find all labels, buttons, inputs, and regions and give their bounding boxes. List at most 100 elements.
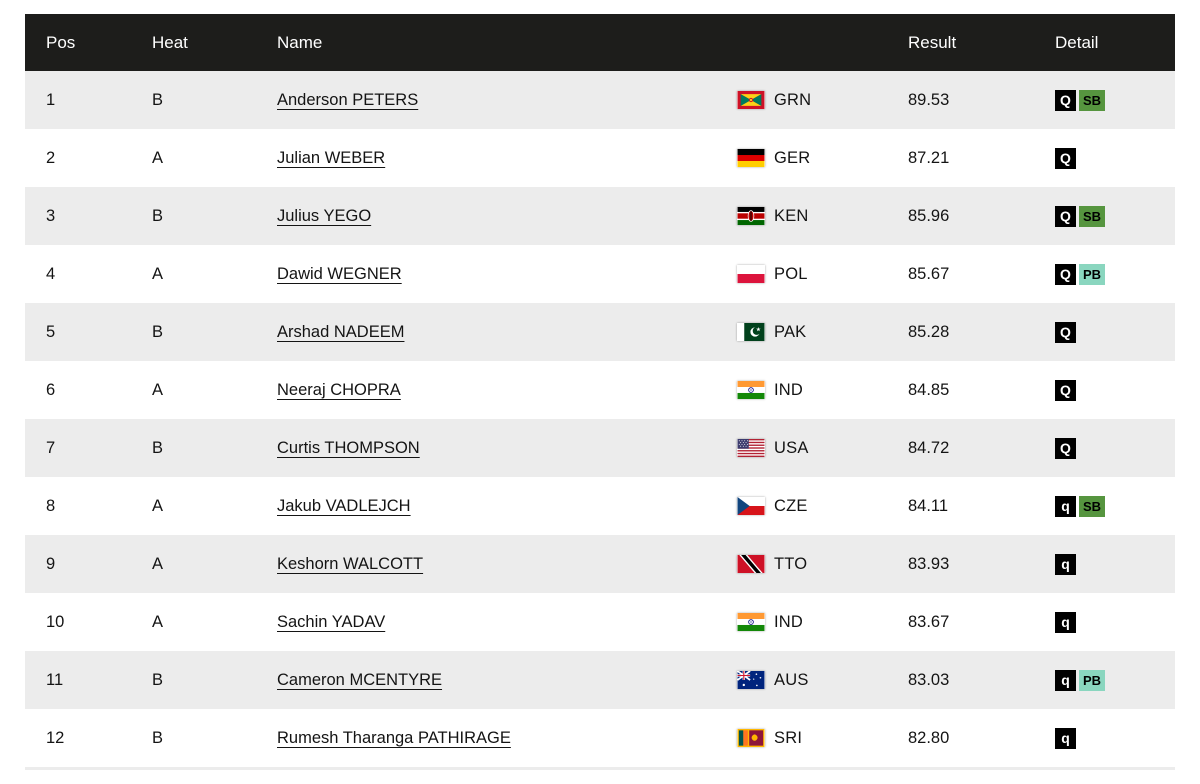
position-cell: 10	[46, 612, 65, 631]
heat-cell: B	[152, 670, 164, 689]
table-row: 7 B Curtis THOMPSON USA 84.72 Q	[25, 419, 1175, 477]
detail-cell: Q PB	[1055, 263, 1175, 285]
flag-aus-icon	[737, 671, 765, 689]
flag-ind-icon	[737, 381, 765, 399]
country-cell: PAK	[737, 323, 908, 342]
flag-ind-icon	[737, 613, 765, 631]
detail-cell: q PB	[1055, 669, 1175, 691]
results-table: Pos Heat Name Result Detail 1 B Anderson…	[25, 14, 1175, 770]
table-row: 12 B Rumesh Tharanga PATHIRAGE SRI 82.80…	[25, 709, 1175, 767]
flag-cze-icon	[737, 497, 765, 515]
detail-cell: Q	[1055, 321, 1175, 343]
table-bottom-edge	[25, 767, 1175, 770]
badge-q: Q	[1055, 379, 1076, 401]
flag-pak-icon	[737, 323, 765, 341]
result-cell: 85.96	[908, 206, 950, 225]
country-code: IND	[774, 612, 804, 631]
badge-q: Q	[1055, 147, 1076, 169]
position-cell: 11	[46, 670, 64, 689]
detail-cell: Q SB	[1055, 205, 1175, 227]
country-code: PAK	[774, 322, 807, 341]
athlete-link[interactable]: Neeraj CHOPRA	[277, 380, 401, 399]
position-cell: 9	[46, 554, 56, 573]
detail-cell: Q	[1055, 379, 1175, 401]
country-cell: CZE	[737, 497, 908, 516]
detail-cell: Q	[1055, 437, 1175, 459]
badge-q: Q	[1055, 437, 1076, 459]
table-body: 1 B Anderson PETERS GRN 89.53 Q SB 2 A Ju…	[25, 71, 1175, 767]
country-code: POL	[774, 264, 808, 283]
country-cell: AUS	[737, 671, 908, 690]
badge-q: q	[1055, 669, 1076, 691]
heat-cell: A	[152, 496, 164, 515]
heat-cell: B	[152, 728, 164, 747]
heat-cell: A	[152, 148, 164, 167]
heat-cell: B	[152, 322, 164, 341]
table-header: Pos Heat Name Result Detail	[25, 14, 1175, 71]
badge-sb: SB	[1079, 205, 1106, 227]
athlete-link[interactable]: Jakub VADLEJCH	[277, 496, 411, 515]
badge-sb: SB	[1079, 495, 1106, 517]
athlete-link[interactable]: Cameron MCENTYRE	[277, 670, 443, 689]
country-code: GRN	[774, 90, 812, 109]
athlete-link[interactable]: Arshad NADEEM	[277, 322, 405, 341]
badge-q: q	[1055, 495, 1076, 517]
position-cell: 2	[46, 148, 56, 167]
flag-tto-icon	[737, 555, 765, 573]
country-cell: SRI	[737, 729, 908, 748]
flag-usa-icon	[737, 439, 765, 457]
col-header-name: Name	[277, 32, 323, 52]
detail-cell: Q SB	[1055, 89, 1175, 111]
athlete-link[interactable]: Keshorn WALCOTT	[277, 554, 424, 573]
athlete-link[interactable]: Sachin YADAV	[277, 612, 386, 631]
position-cell: 1	[46, 90, 56, 109]
heat-cell: B	[152, 90, 164, 109]
detail-cell: q	[1055, 553, 1175, 575]
result-cell: 83.67	[908, 612, 950, 631]
heat-cell: A	[152, 264, 164, 283]
athlete-link[interactable]: Julian WEBER	[277, 148, 386, 167]
position-cell: 3	[46, 206, 56, 225]
detail-cell: q	[1055, 727, 1175, 749]
detail-cell: Q	[1055, 147, 1175, 169]
position-cell: 6	[46, 380, 56, 399]
table-row: 8 A Jakub VADLEJCH CZE 84.11 q SB	[25, 477, 1175, 535]
result-cell: 87.21	[908, 148, 950, 167]
result-cell: 83.93	[908, 554, 950, 573]
country-code: KEN	[774, 206, 809, 225]
result-cell: 84.11	[908, 496, 949, 515]
detail-cell: q	[1055, 611, 1175, 633]
result-cell: 84.72	[908, 438, 950, 457]
country-code: USA	[774, 438, 809, 457]
heat-cell: A	[152, 612, 164, 631]
result-cell: 85.67	[908, 264, 950, 283]
col-header-heat: Heat	[152, 32, 188, 52]
badge-sb: SB	[1079, 89, 1106, 111]
table-row: 1 B Anderson PETERS GRN 89.53 Q SB	[25, 71, 1175, 129]
heat-cell: A	[152, 554, 164, 573]
badge-q: Q	[1055, 205, 1076, 227]
badge-q: Q	[1055, 263, 1076, 285]
result-cell: 82.80	[908, 728, 950, 747]
table-row: 3 B Julius YEGO KEN 85.96 Q SB	[25, 187, 1175, 245]
table-row: 4 A Dawid WEGNER POL 85.67 Q PB	[25, 245, 1175, 303]
badge-pb: PB	[1079, 669, 1106, 691]
athlete-link[interactable]: Curtis THOMPSON	[277, 438, 420, 457]
athlete-link[interactable]: Rumesh Tharanga PATHIRAGE	[277, 728, 511, 747]
flag-ger-icon	[737, 149, 765, 167]
country-cell: USA	[737, 439, 908, 458]
athlete-link[interactable]: Dawid WEGNER	[277, 264, 402, 283]
heat-cell: B	[152, 438, 164, 457]
flag-grn-icon	[737, 91, 765, 109]
badge-q: q	[1055, 611, 1076, 633]
country-cell: KEN	[737, 207, 908, 226]
col-header-result: Result	[908, 32, 957, 52]
badge-q: q	[1055, 727, 1076, 749]
athlete-link[interactable]: Julius YEGO	[277, 206, 372, 225]
position-cell: 8	[46, 496, 56, 515]
table-row: 2 A Julian WEBER GER 87.21 Q	[25, 129, 1175, 187]
badge-pb: PB	[1079, 263, 1106, 285]
athlete-link[interactable]: Anderson PETERS	[277, 90, 419, 109]
badge-q: q	[1055, 553, 1076, 575]
detail-cell: q SB	[1055, 495, 1175, 517]
